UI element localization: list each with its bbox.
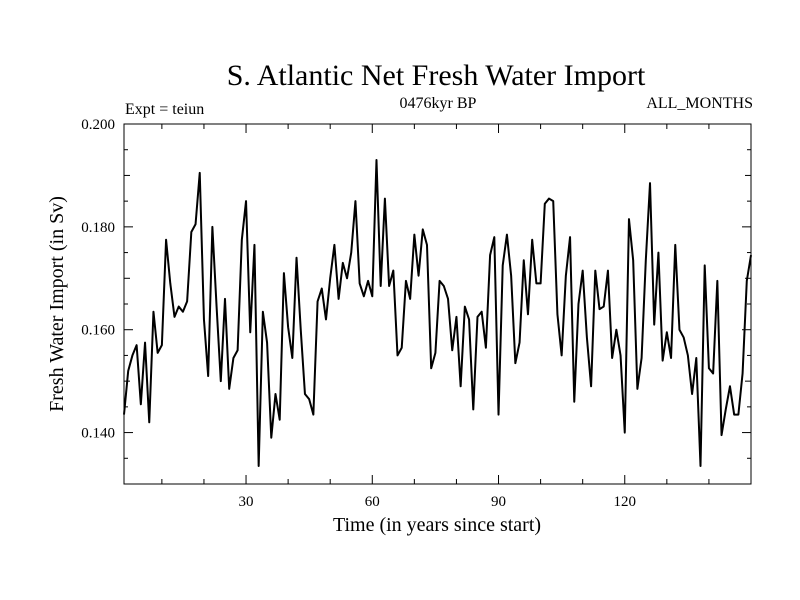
x-tick-label: 60 [365, 494, 380, 510]
x-tick-label: 30 [239, 494, 254, 510]
period-label: 0476kyr BP [400, 95, 477, 112]
y-tick-label: 0.180 [81, 220, 115, 236]
chart-title: S. Atlantic Net Fresh Water Import [227, 59, 646, 92]
x-tick-label: 120 [614, 494, 637, 510]
x-axis: 30 60 90 120 [161, 124, 710, 510]
y-tick-label: 0.140 [81, 426, 115, 442]
x-tick-label: 90 [491, 494, 506, 510]
x-axis-label: Time (in years since start) [333, 514, 541, 536]
y-tick-label: 0.200 [81, 117, 115, 133]
experiment-label: Expt = teiun [125, 101, 204, 118]
y-tick-label: 0.160 [81, 323, 115, 339]
series-line [123, 159, 752, 467]
months-label: ALL_MONTHS [646, 95, 753, 112]
y-axis: 0.140 0.160 0.180 0.200 [81, 117, 751, 485]
y-axis-label: Fresh Water Import (in Sv) [46, 196, 68, 412]
